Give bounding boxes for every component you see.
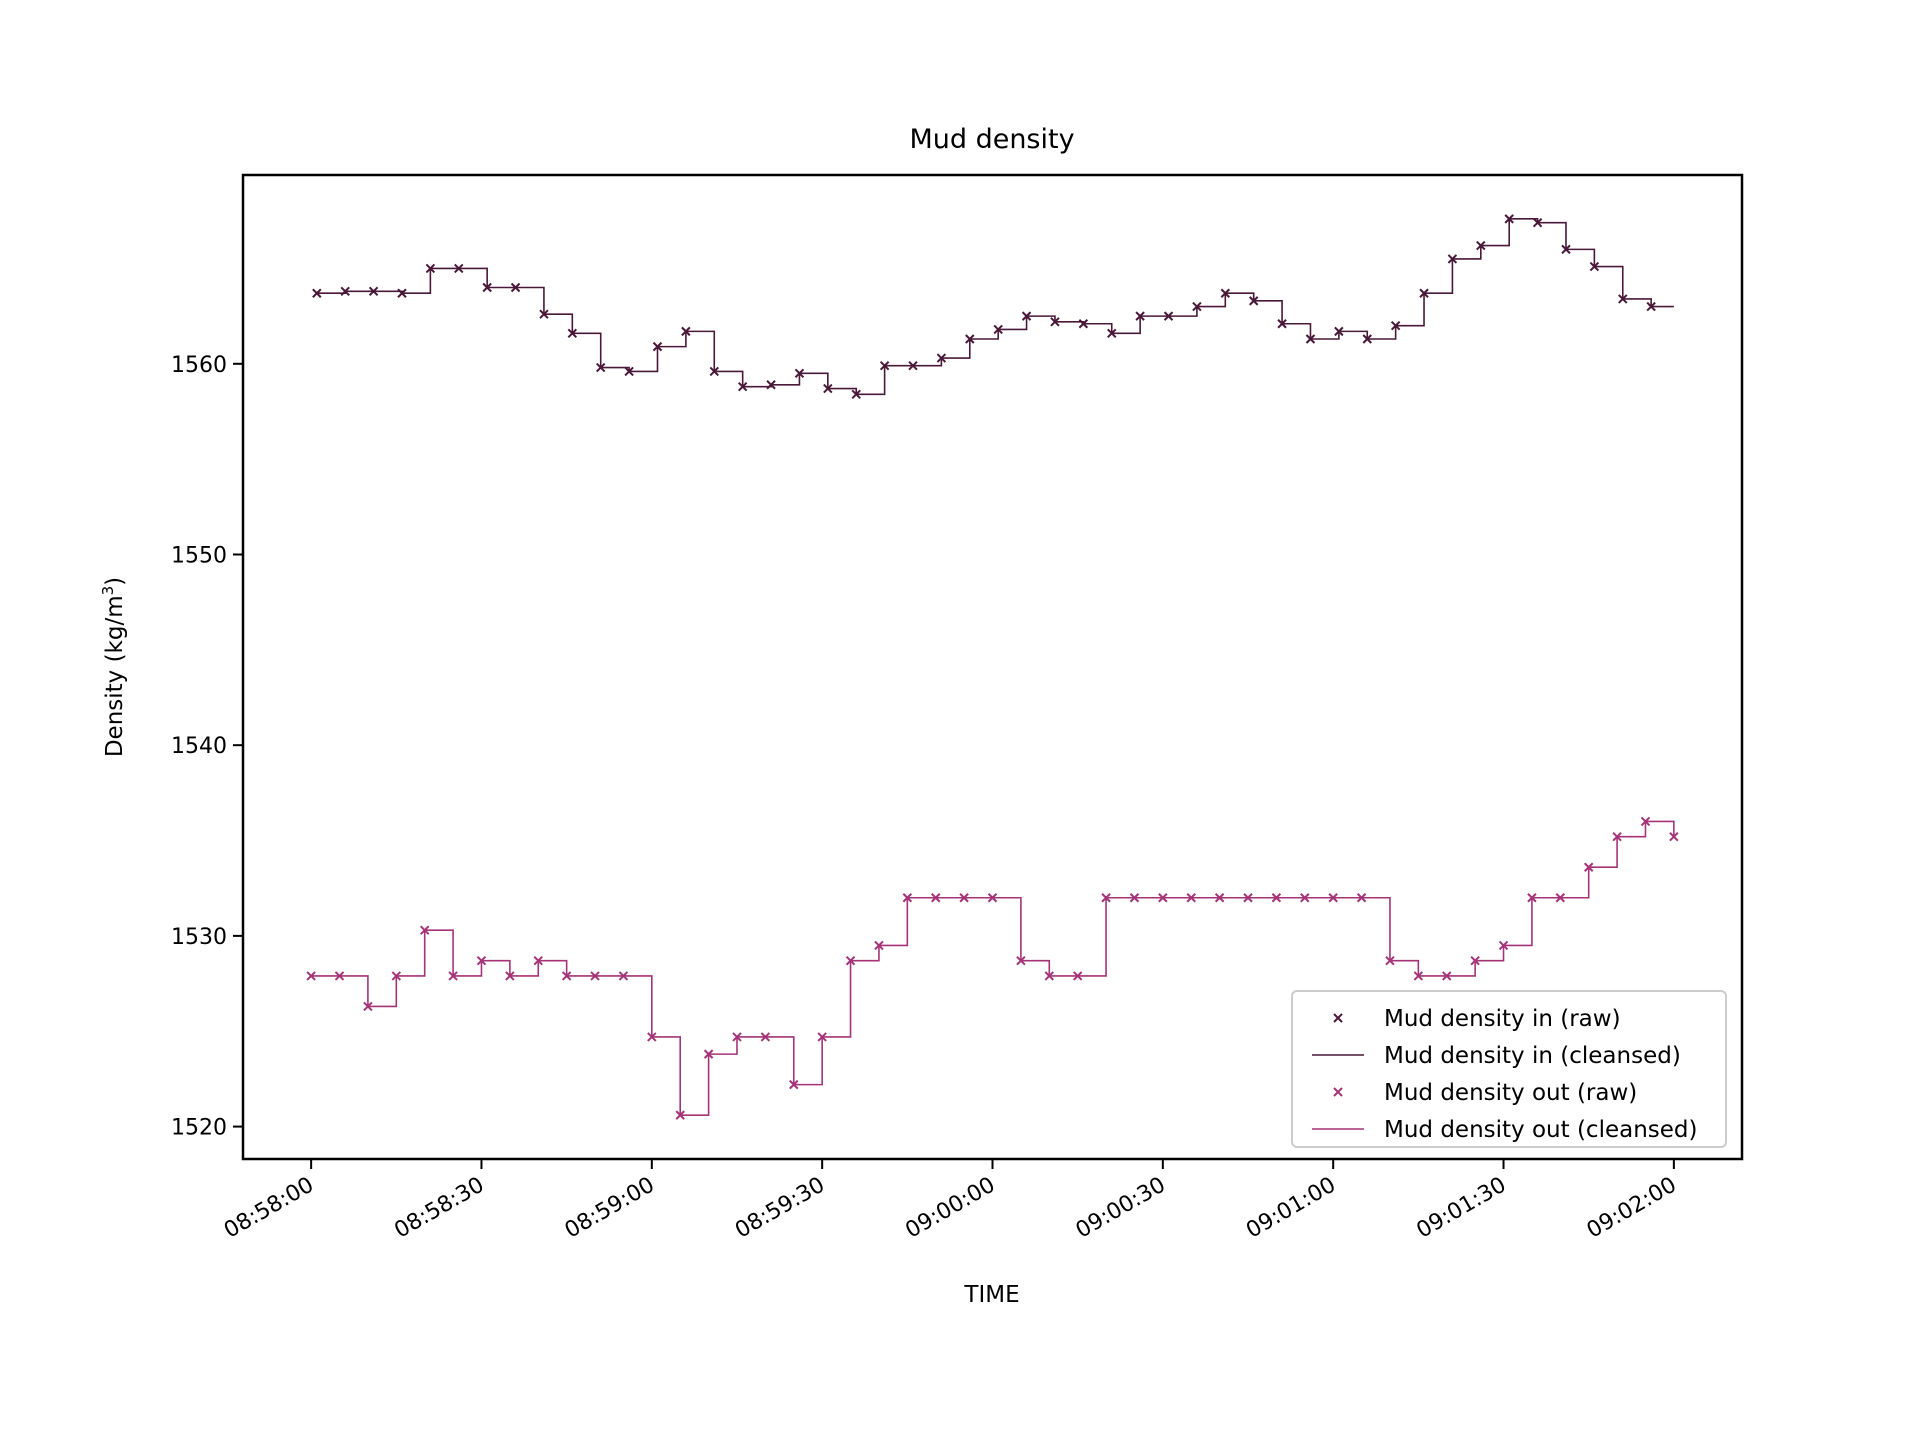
legend-label-2: Mud density out (raw) bbox=[1384, 1080, 1637, 1106]
y-tick-label-1: 1530 bbox=[171, 925, 227, 950]
chart-title: Mud density bbox=[909, 124, 1074, 155]
y-axis: 1520 1530 1540 1550 1560 bbox=[171, 353, 243, 1141]
legend-marker-0 bbox=[1333, 1013, 1343, 1023]
legend-label-3: Mud density out (cleansed) bbox=[1384, 1117, 1698, 1143]
y-tick-label-2: 1540 bbox=[171, 734, 227, 759]
series-line-3 bbox=[311, 820, 1675, 1116]
x-axis-label: TIME bbox=[963, 1282, 1019, 1308]
series-0-point-0 bbox=[312, 288, 322, 298]
legend-label-0: Mud density in (raw) bbox=[1384, 1006, 1621, 1032]
y-axis-label: Density (kg/m3) bbox=[99, 577, 128, 757]
series-line-1 bbox=[316, 218, 1674, 396]
y-tick-label-3: 1550 bbox=[171, 543, 227, 568]
y-axis-label-main: Density (kg/m bbox=[102, 595, 128, 757]
legend-marker-2 bbox=[1333, 1087, 1343, 1097]
y-tick-label-4: 1560 bbox=[171, 353, 227, 378]
plot-series-layer bbox=[306, 214, 1679, 1120]
series-2-point-0 bbox=[306, 971, 316, 981]
legend-frame bbox=[1291, 990, 1727, 1148]
y-axis-label-suffix: ) bbox=[102, 577, 128, 586]
series-2-point-48 bbox=[1669, 832, 1679, 842]
y-axis-label-superscript: 3 bbox=[99, 586, 117, 596]
y-tick-label-0: 1520 bbox=[171, 1116, 227, 1141]
legend: Mud density in (raw) Mud density in (clea… bbox=[1291, 990, 1727, 1148]
legend-label-1: Mud density in (cleansed) bbox=[1384, 1043, 1681, 1069]
